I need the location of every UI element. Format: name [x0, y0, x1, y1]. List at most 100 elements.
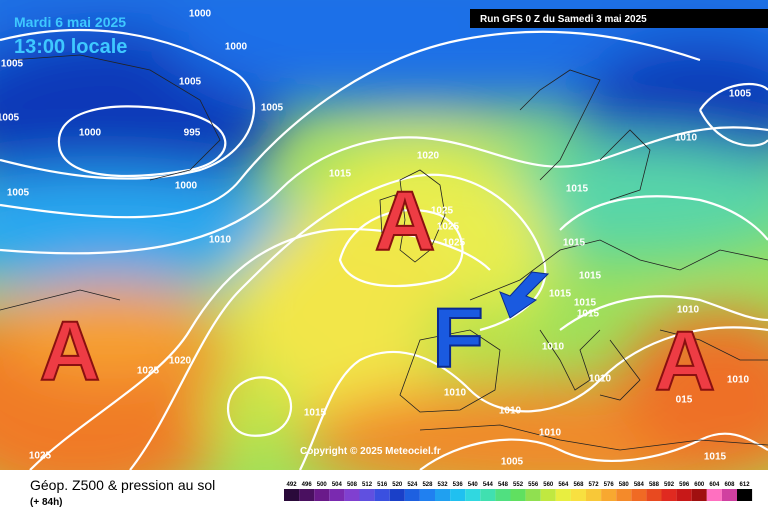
scale-label: 596 — [679, 482, 690, 488]
scale-swatch — [691, 489, 707, 501]
scale-swatch — [435, 489, 451, 501]
isobar-label: 1000 — [189, 9, 212, 20]
isobar-label: 1010 — [675, 133, 698, 144]
isobar-label: 1015 — [579, 271, 602, 282]
scale-swatch — [586, 489, 602, 501]
scale-label: 512 — [362, 482, 373, 488]
scale-swatch — [631, 489, 647, 501]
coastlines — [0, 54, 768, 451]
scale-swatch — [570, 489, 586, 501]
scale-label: 560 — [543, 482, 554, 488]
isobar-label: 1010 — [209, 235, 232, 246]
scale-label: 500 — [317, 482, 328, 488]
scale-swatch — [404, 489, 420, 501]
isobar-label: 1025 — [29, 451, 52, 462]
scale-swatch — [344, 489, 360, 501]
scale-swatch — [374, 489, 390, 501]
scale-swatch — [540, 489, 556, 501]
scale-label: 568 — [573, 482, 584, 488]
isobar-label: 1005 — [0, 113, 20, 124]
isobar-label: 1005 — [7, 188, 30, 199]
scale-swatch — [616, 489, 632, 501]
isobar-label: 1015 — [566, 184, 589, 195]
isobar-label: 1020 — [417, 151, 440, 162]
scale-swatch — [601, 489, 617, 501]
scale-label: 580 — [619, 482, 630, 488]
scale-label: 584 — [634, 482, 645, 488]
isobar-label: 1020 — [169, 356, 192, 367]
scale-swatch — [450, 489, 466, 501]
scale-swatch — [495, 489, 511, 501]
flow-arrow — [499, 271, 550, 319]
scale-label: 576 — [604, 482, 615, 488]
isobar-label: 1015 — [574, 298, 597, 309]
scale-label: 540 — [468, 482, 479, 488]
scale-label: 600 — [694, 482, 705, 488]
isobar-label: 1015 — [577, 309, 600, 320]
pressure-center: A — [655, 314, 716, 408]
isobar-label: 1025 — [137, 366, 160, 377]
scale-label: 516 — [377, 482, 388, 488]
isobar-label: 1010 — [542, 342, 565, 353]
scale-label: 492 — [287, 482, 298, 488]
scale-label: 508 — [347, 482, 358, 488]
isobar-label: 1015 — [549, 289, 572, 300]
scale-swatch — [661, 489, 677, 501]
isobar-label: 1025 — [437, 222, 460, 233]
scale-swatch — [510, 489, 526, 501]
pressure-center: A — [40, 304, 101, 398]
isobar-label: 1025 — [431, 206, 454, 217]
isobar-labels: 1000100010051005100510051000995100010051… — [0, 9, 752, 468]
scale-label: 532 — [438, 482, 449, 488]
time: 13:00 locale — [14, 36, 127, 58]
color-scale: 492 496 500 504 508 512 516 520 524 528 532 536 540 5… — [284, 482, 753, 501]
scale-label: 552 — [513, 482, 524, 488]
isobar-label: 1010 — [589, 374, 612, 385]
isobar-label: 1025 — [443, 238, 466, 249]
isobar-label: 1010 — [499, 406, 522, 417]
scale-label: 536 — [453, 482, 464, 488]
scale-swatch — [480, 489, 496, 501]
scale-swatch — [706, 489, 722, 501]
scale-label: 564 — [558, 482, 569, 488]
scale-label: 548 — [498, 482, 509, 488]
isobar-label: 1015 — [304, 408, 327, 419]
scale-label: 604 — [709, 482, 720, 488]
scale-swatch — [284, 489, 300, 501]
pressure-center: A — [375, 174, 436, 268]
scale-label: 496 — [302, 482, 313, 488]
scale-label: 504 — [332, 482, 343, 488]
scale-label: 528 — [422, 482, 433, 488]
isobar-label: 1015 — [704, 452, 727, 463]
isobar-label: 1010 — [677, 305, 700, 316]
run-banner — [470, 9, 768, 28]
isobar-label: 995 — [184, 128, 201, 139]
isobar-label: 1005 — [261, 103, 284, 114]
scale-swatch — [721, 489, 737, 501]
isobar-label: 1015 — [563, 238, 586, 249]
scale-label: 592 — [664, 482, 675, 488]
isobar-label: 1000 — [175, 181, 198, 192]
scale-label: 612 — [740, 482, 751, 488]
scale-swatch — [314, 489, 330, 501]
pressure-centers: AA AF — [39, 173, 717, 409]
scale-swatch — [329, 489, 345, 501]
isobar-label: 1010 — [539, 428, 562, 439]
run-info: Run GFS 0 Z du Samedi 3 mai 2025 — [480, 14, 647, 25]
scale-swatch — [299, 489, 315, 501]
isobar-label: 1005 — [501, 457, 524, 468]
isobar-label: 1000 — [79, 128, 102, 139]
isobars — [0, 28, 768, 470]
scale-swatch — [419, 489, 435, 501]
scale-label: 572 — [589, 482, 600, 488]
scale-label: 608 — [724, 482, 735, 488]
scale-swatch — [737, 489, 753, 501]
scale-swatch — [525, 489, 541, 501]
scale-label: 524 — [407, 482, 418, 488]
isobar-label: 015 — [676, 395, 693, 406]
isobar-label: 1015 — [329, 169, 352, 180]
scale-label: 588 — [649, 482, 660, 488]
scale-swatch — [359, 489, 375, 501]
isobar-label: 1005 — [179, 77, 202, 88]
